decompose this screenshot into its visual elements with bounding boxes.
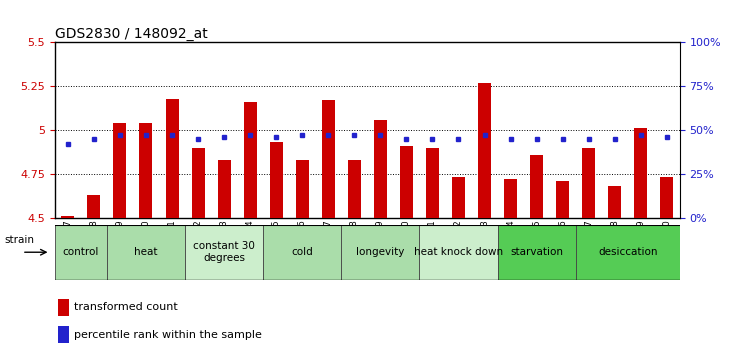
Bar [608,186,621,218]
Text: control: control [63,247,99,257]
Bar [88,195,100,218]
Bar [140,123,153,218]
Bar [185,225,263,280]
Bar [374,120,387,218]
Text: heat: heat [135,247,158,257]
Bar [635,129,647,218]
Bar [575,225,680,280]
Bar [192,148,205,218]
Bar [165,98,178,218]
Bar [263,225,341,280]
Bar [296,160,308,218]
Text: percentile rank within the sample: percentile rank within the sample [74,330,262,340]
Bar [107,225,185,280]
Text: heat knock down: heat knock down [414,247,503,257]
Bar [582,148,595,218]
Bar [61,216,75,218]
Bar [452,177,465,218]
Text: cold: cold [292,247,313,257]
Bar [556,181,569,218]
Bar [400,146,413,218]
Bar [218,160,230,218]
Text: constant 30
degrees: constant 30 degrees [193,241,255,263]
Text: longevity: longevity [356,247,404,257]
Bar [420,225,498,280]
Text: GDS2830 / 148092_at: GDS2830 / 148092_at [55,28,208,41]
Bar [243,102,257,218]
Bar [322,100,335,218]
Text: desiccation: desiccation [598,247,657,257]
Bar [530,155,543,218]
Bar [58,326,69,343]
Bar [660,177,673,218]
Bar [55,225,107,280]
Text: starvation: starvation [510,247,563,257]
Bar [113,123,126,218]
Bar [270,142,283,218]
Bar [348,160,361,218]
Text: strain: strain [4,235,34,245]
Text: transformed count: transformed count [74,302,178,312]
Bar [341,225,420,280]
Bar [426,148,439,218]
Bar [58,299,69,315]
Bar [478,83,491,218]
Bar [504,179,517,218]
Bar [498,225,575,280]
